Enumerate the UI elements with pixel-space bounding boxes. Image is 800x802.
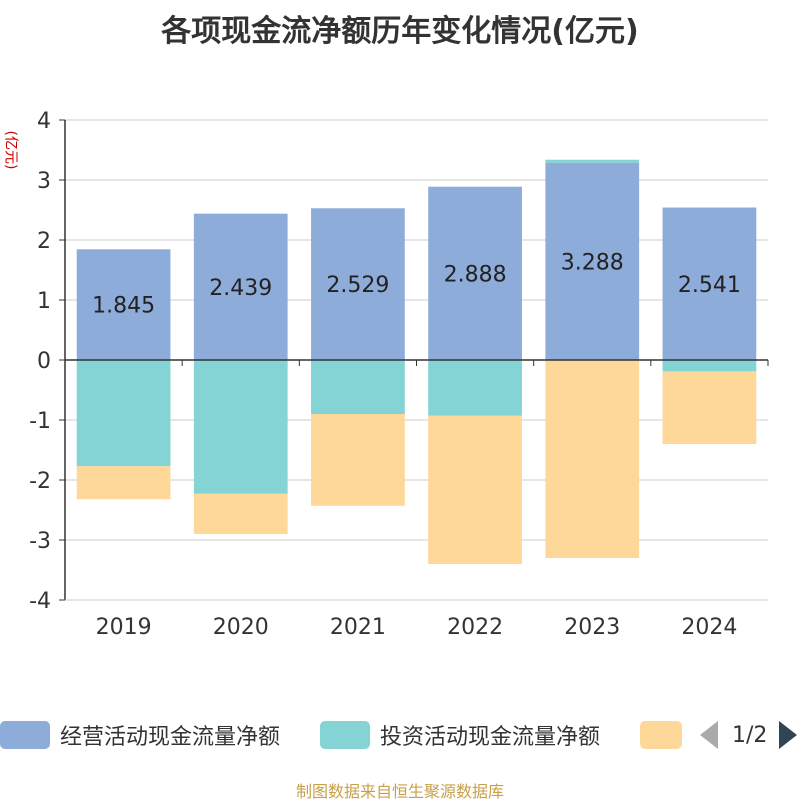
- x-tick-label: 2019: [96, 615, 152, 640]
- legend-swatch-operating: [0, 721, 50, 749]
- bar-investing-2023: [545, 159, 640, 163]
- bar-financing-2022: [428, 415, 522, 564]
- legend-item-operating[interactable]: 经营活动现金流量净额: [0, 715, 280, 755]
- bar-investing-2020: [193, 360, 288, 494]
- data-label-operating-2023: 3.288: [561, 250, 624, 275]
- bar-investing-2021: [311, 360, 405, 414]
- bar-operating-2021: [311, 208, 405, 360]
- bar-operating-2023: [545, 162, 640, 360]
- bar-operating-2024: [662, 207, 757, 360]
- bar-operating-2019: [76, 249, 171, 360]
- legend-label-operating: 经营活动现金流量净额: [60, 725, 281, 750]
- data-label-operating-2022: 2.888: [444, 262, 507, 287]
- chart-title: 各项现金流净额历年变化情况(亿元): [161, 14, 639, 49]
- legend-label-investing: 投资活动现金流量净额: [380, 725, 601, 750]
- bar-investing-2024: [662, 360, 757, 372]
- bar-investing-2019: [76, 360, 171, 467]
- bar-financing-2020: [193, 493, 288, 534]
- y-tick-label: 3: [37, 169, 51, 194]
- legend-swatch-financing: [640, 721, 682, 749]
- bar-financing-2023: [545, 360, 640, 558]
- bar-financing-2019: [76, 466, 171, 500]
- legend-next-page-icon[interactable]: [779, 721, 798, 749]
- y-tick-label: 1: [37, 289, 51, 314]
- legend: 经营活动现金流量净额 投资活动现金流量净额: [0, 715, 800, 755]
- y-tick-label: -4: [29, 589, 51, 614]
- x-tick-label: 2021: [330, 615, 386, 640]
- bar-investing-2022: [428, 360, 522, 416]
- bar-financing-2021: [311, 414, 405, 506]
- x-tick-label: 2022: [447, 615, 503, 640]
- stacked-bar-chart: 4 3 2 1 0 -1 -2 -3 -4 2019 2020 2021 2022 2023 2024 1.8…: [29, 109, 769, 640]
- y-tick-label: -1: [29, 409, 51, 434]
- legend-item-financing[interactable]: [640, 715, 682, 755]
- legend-item-investing[interactable]: 投资活动现金流量净额: [320, 715, 600, 755]
- legend-prev-page-icon[interactable]: [700, 721, 718, 749]
- y-tick-label: -3: [29, 529, 51, 554]
- x-tick-label: 2024: [681, 615, 737, 640]
- data-source-footer: 制图数据来自恒生聚源数据库: [295, 782, 504, 801]
- y-tick-label: -2: [29, 469, 51, 494]
- y-tick-label: 4: [37, 109, 51, 134]
- data-label-operating-2020: 2.439: [209, 276, 272, 301]
- bar-operating-2022: [428, 186, 522, 360]
- legend-swatch-investing: [320, 721, 370, 749]
- y-tick-label: 0: [37, 349, 51, 374]
- bar-operating-2020: [193, 213, 288, 360]
- data-label-operating-2019: 1.845: [92, 294, 155, 319]
- legend-pager: 1/2: [700, 715, 798, 755]
- x-tick-label: 2023: [564, 615, 620, 640]
- y-tick-label: 2: [37, 229, 51, 254]
- data-label-operating-2021: 2.529: [326, 273, 389, 298]
- x-tick-label: 2020: [213, 615, 269, 640]
- data-label-operating-2024: 2.541: [678, 273, 741, 298]
- legend-page-indicator: 1/2: [732, 722, 768, 748]
- bar-financing-2024: [662, 371, 757, 444]
